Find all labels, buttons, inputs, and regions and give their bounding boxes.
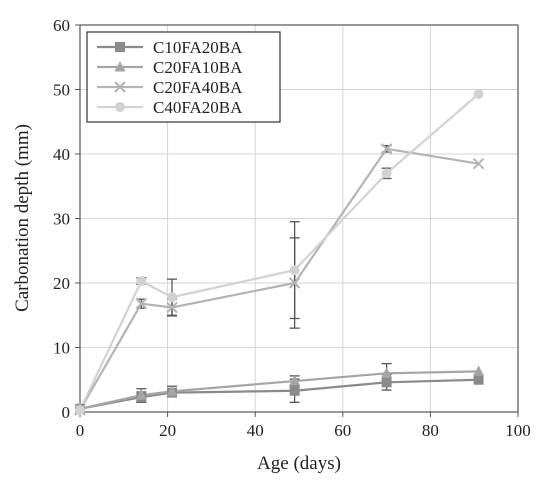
data-point [166, 301, 178, 314]
x-tick-label: 0 [76, 421, 85, 440]
x-marker-stroke [472, 157, 485, 170]
x-marker-stroke [135, 297, 148, 310]
y-tick-label: 0 [62, 403, 71, 422]
y-tick-label: 50 [53, 81, 70, 100]
series-line [79, 378, 479, 410]
series-lines [79, 93, 480, 411]
x-marker-stroke [380, 143, 393, 155]
legend-marker [114, 61, 126, 72]
x-marker-stroke [114, 81, 126, 93]
data-point [289, 375, 301, 386]
x-marker-stroke [288, 277, 301, 289]
series-line [79, 93, 480, 411]
x-marker-stroke [166, 301, 178, 314]
y-tick-label: 30 [53, 210, 70, 229]
error-bars [136, 144, 392, 403]
series-line [79, 370, 479, 410]
y-tick-label: 60 [53, 16, 70, 35]
data-point [381, 168, 392, 179]
legend-label: C40FA20BA [153, 98, 243, 117]
legend-label: C20FA10BA [153, 58, 243, 77]
data-point [472, 157, 485, 170]
data-markers [74, 89, 485, 416]
data-point [135, 389, 147, 400]
x-tick-label: 80 [422, 421, 439, 440]
legend-label: C20FA40BA [153, 78, 243, 97]
legend-marker [115, 102, 125, 112]
data-point [288, 277, 301, 289]
y-axis-label: Carbonation depth (mm) [12, 124, 33, 312]
data-point [136, 276, 147, 287]
legend-marker [115, 42, 125, 52]
y-tick-label: 40 [53, 145, 70, 164]
data-point [380, 143, 393, 155]
data-point [135, 297, 148, 310]
data-point [381, 377, 392, 388]
data-point [166, 292, 177, 303]
y-tick-label: 20 [53, 274, 70, 293]
x-axis-label: Age (days) [257, 453, 341, 474]
data-point [289, 265, 300, 276]
data-point [381, 367, 393, 378]
x-tick-label: 60 [334, 421, 351, 440]
series-line [79, 147, 479, 411]
data-point [473, 374, 484, 385]
axes: 0 20 40 60 80 100 0 10 20 30 40 50 60 [53, 16, 531, 440]
legend-marker [114, 81, 126, 93]
x-tick-label: 40 [247, 421, 264, 440]
x-tick-label: 20 [159, 421, 176, 440]
legend-label: C10FA20BA [153, 38, 243, 57]
data-point [289, 385, 300, 396]
data-point [75, 405, 85, 416]
y-tick-label: 10 [53, 339, 70, 358]
data-point [473, 89, 484, 100]
x-tick-label: 100 [505, 421, 531, 440]
data-point [473, 365, 485, 376]
data-point [166, 385, 178, 396]
